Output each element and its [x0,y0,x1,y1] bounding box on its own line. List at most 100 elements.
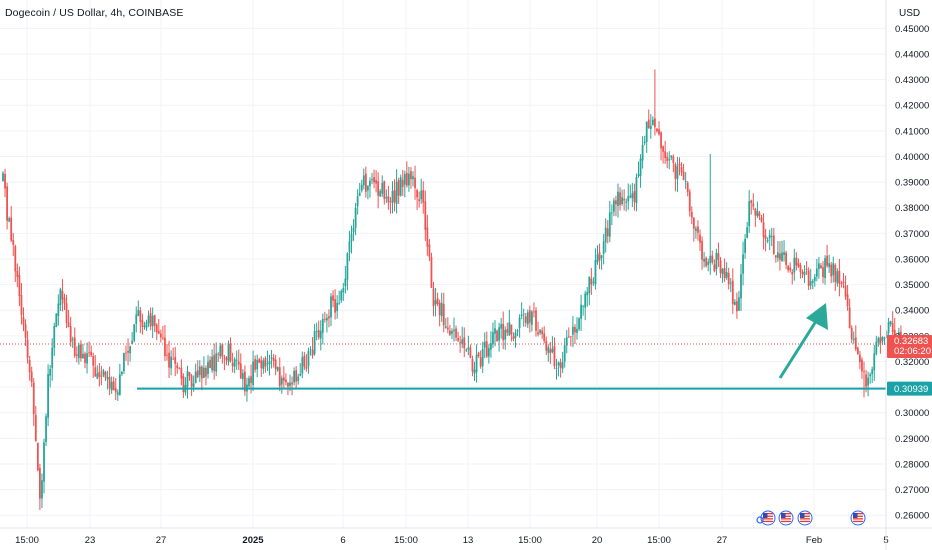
candle-body[interactable] [227,343,230,363]
candle-body[interactable] [731,280,734,305]
candle[interactable] [145,319,148,331]
candle[interactable] [633,183,636,211]
candle[interactable] [94,355,97,377]
candle-body[interactable] [22,317,25,325]
up-arrow-head[interactable] [806,303,828,330]
candle-body[interactable] [215,353,218,372]
candle[interactable] [662,145,664,164]
candle-body[interactable] [262,360,265,369]
candle[interactable] [610,204,613,226]
candle-body[interactable] [104,371,107,378]
candle-body[interactable] [408,173,410,186]
candle[interactable] [180,359,183,386]
candle[interactable] [137,300,140,317]
candle[interactable] [781,240,783,262]
candle-body[interactable] [723,268,726,279]
candle[interactable] [840,280,843,288]
candle[interactable] [291,376,293,396]
candle[interactable] [559,358,562,378]
candle[interactable] [637,161,640,178]
candle[interactable] [20,282,23,325]
candle[interactable] [471,355,474,377]
candle-body[interactable] [61,290,64,300]
candle[interactable] [736,292,738,319]
candle[interactable] [674,162,677,192]
candle-body[interactable] [157,330,160,334]
candle-body[interactable] [518,317,521,329]
candle[interactable] [4,168,6,198]
candle[interactable] [270,349,273,369]
candle-body[interactable] [490,343,492,350]
candle[interactable] [592,277,595,286]
candle[interactable] [352,219,355,241]
candle[interactable] [182,373,185,399]
candle[interactable] [498,322,500,352]
candle-body[interactable] [832,263,835,276]
candle[interactable] [803,265,806,284]
candle[interactable] [805,261,808,275]
candle[interactable] [565,329,568,354]
candle[interactable] [549,341,552,364]
candle[interactable] [252,350,254,392]
candle[interactable] [664,140,667,164]
candle[interactable] [362,168,365,190]
candle-body[interactable] [401,179,404,187]
candle[interactable] [758,210,761,220]
candle[interactable] [157,319,160,335]
candle[interactable] [53,322,56,356]
candle[interactable] [596,245,599,265]
candle-body[interactable] [213,355,216,371]
candle-body[interactable] [170,356,172,369]
candle-body[interactable] [432,288,435,307]
candle[interactable] [80,340,82,362]
candle[interactable] [215,342,218,377]
candle[interactable] [438,299,441,327]
candle-body[interactable] [539,329,541,333]
candle-body[interactable] [47,373,49,418]
candle-body[interactable] [137,310,140,316]
candle[interactable] [323,311,326,323]
candle-body[interactable] [736,301,738,312]
candle-body[interactable] [635,177,638,204]
candle-body[interactable] [118,374,121,395]
candle-body[interactable] [176,365,179,369]
candle-body[interactable] [84,353,86,363]
candle[interactable] [110,376,113,394]
candle-body[interactable] [777,252,779,258]
candle-body[interactable] [141,320,144,327]
candle[interactable] [561,351,564,374]
candle[interactable] [381,175,384,197]
candle[interactable] [188,371,191,381]
candle-body[interactable] [110,381,113,391]
candle-body[interactable] [90,351,93,356]
candle-body[interactable] [740,274,742,299]
candle[interactable] [397,177,400,204]
candle-body[interactable] [340,290,343,301]
candle-body[interactable] [598,252,601,261]
candle-body[interactable] [680,166,683,173]
candle[interactable] [617,183,619,218]
candle-body[interactable] [69,326,72,342]
candle-body[interactable] [645,121,648,142]
candle[interactable] [198,360,201,383]
candle-body[interactable] [619,192,621,206]
candle[interactable] [863,361,865,398]
candle-body[interactable] [127,350,129,353]
candle-body[interactable] [672,156,675,163]
candle[interactable] [426,214,429,256]
candle[interactable] [627,183,630,210]
candle[interactable] [336,295,339,319]
candle-body[interactable] [149,312,152,327]
candle[interactable] [65,294,68,329]
candle[interactable] [672,154,675,173]
candle-body[interactable] [159,333,162,338]
candle[interactable] [649,114,652,139]
candle[interactable] [877,336,880,347]
candle[interactable] [2,171,4,182]
candle-body[interactable] [364,173,367,192]
candle-body[interactable] [717,253,720,260]
candle-body[interactable] [412,176,414,180]
candle-body[interactable] [350,233,353,242]
candle-body[interactable] [75,354,78,356]
event-marker-icon[interactable] [756,516,764,524]
